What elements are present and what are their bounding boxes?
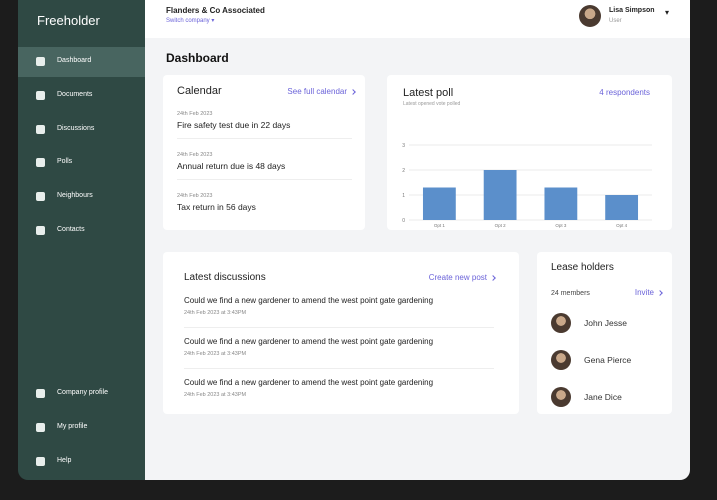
nav-icon[interactable] — [36, 423, 45, 432]
y-tick-label: 1 — [402, 193, 405, 199]
x-tick-label: Opt 1 — [434, 223, 446, 228]
event-date: 24th Feb 2023 — [177, 152, 213, 158]
nav-icon[interactable] — [36, 90, 45, 100]
post-title[interactable]: Could we find a new gardener to amend th… — [184, 296, 434, 305]
user-role: User — [609, 18, 622, 24]
discussions-card: Latest discussions Create new post Could… — [163, 252, 519, 414]
member-name[interactable]: Jane Dice — [584, 392, 622, 402]
member-name[interactable]: John Jesse — [584, 318, 627, 328]
nav-icon[interactable] — [36, 226, 45, 235]
poll-card: Latest poll Latest opened vote polled 4 … — [387, 75, 672, 230]
calendar-title: Calendar — [177, 85, 222, 97]
nav-item[interactable]: Discussions — [57, 124, 95, 132]
member-count: 24 members — [551, 290, 590, 297]
post-title[interactable]: Could we find a new gardener to amend th… — [184, 378, 434, 387]
calendar-link[interactable]: See full calendar — [287, 87, 356, 96]
bar — [422, 187, 456, 220]
bar — [544, 187, 578, 220]
page-title: Dashboard — [166, 51, 229, 65]
discussions-title: Latest discussions — [184, 272, 266, 283]
poll-link[interactable]: 4 respondents — [599, 88, 650, 97]
y-tick-label: 3 — [402, 143, 405, 149]
invite-link-text[interactable]: Invite — [634, 288, 654, 297]
bar — [483, 170, 517, 220]
x-tick-label: Opt 2 — [495, 223, 507, 228]
user-menu-caret[interactable]: ▾ — [665, 8, 670, 17]
divider — [177, 138, 352, 139]
x-tick-label: Opt 3 — [555, 223, 567, 228]
member-avatar[interactable] — [551, 387, 571, 407]
invite-link[interactable]: Invite — [634, 288, 663, 297]
company-name: Flanders & Co Associated — [166, 6, 265, 15]
discussions-link-text[interactable]: Create new post — [428, 273, 487, 282]
nav-item[interactable]: Documents — [57, 90, 93, 98]
event-text[interactable]: Tax return in 56 days — [177, 202, 256, 212]
brand: Freeholder — [37, 13, 100, 28]
post-title[interactable]: Could we find a new gardener to amend th… — [184, 337, 434, 346]
event-date: 24th Feb 2023 — [177, 111, 213, 117]
nav-item[interactable]: Polls — [57, 158, 73, 166]
x-tick-label: Opt 4 — [616, 223, 628, 228]
y-tick-label: 0 — [402, 218, 405, 224]
member-name[interactable]: Gena Pierce — [584, 355, 632, 365]
event-text[interactable]: Fire safety test due in 22 days — [177, 120, 291, 130]
calendar-card: Calendar See full calendar 24th Feb 2023… — [163, 75, 365, 230]
user-avatar[interactable] — [579, 5, 601, 27]
user-name[interactable]: Lisa Simpson — [609, 7, 655, 14]
nav-icon[interactable] — [36, 389, 45, 398]
y-tick-label: 2 — [402, 168, 405, 174]
poll-subtitle: Latest opened vote polled — [403, 101, 461, 107]
poll-title: Latest poll — [403, 87, 454, 99]
member-avatar[interactable] — [551, 313, 571, 333]
nav-icon[interactable] — [36, 192, 45, 202]
switch-company[interactable]: Switch company ▾ — [166, 18, 215, 24]
nav-item[interactable]: Dashboard — [57, 57, 92, 64]
post-date: 24th Feb 2023 at 3:43PM — [184, 351, 247, 357]
event-date: 24th Feb 2023 — [177, 193, 213, 199]
divider — [184, 368, 494, 369]
lease-card: Lease holders 24 members Invite John Jes… — [537, 252, 672, 414]
sidebar — [18, 0, 145, 480]
nav-icon[interactable] — [36, 57, 45, 66]
nav-item[interactable]: Help — [57, 457, 72, 464]
switch-company-text[interactable]: Switch company — [166, 18, 210, 24]
nav-item[interactable]: Contacts — [57, 226, 85, 233]
nav-icon[interactable] — [36, 457, 45, 466]
post-date: 24th Feb 2023 at 3:43PM — [184, 392, 247, 398]
divider — [184, 327, 494, 328]
nav-icon[interactable] — [36, 158, 45, 168]
lease-title: Lease holders — [551, 262, 614, 273]
nav-icon[interactable] — [36, 124, 45, 134]
bar — [605, 195, 639, 220]
nav-item[interactable]: Company profile — [57, 389, 108, 396]
post-date: 24th Feb 2023 at 3:43PM — [184, 310, 247, 316]
calendar-link-text[interactable]: See full calendar — [287, 87, 347, 96]
event-text[interactable]: Annual return due is 48 days — [177, 161, 286, 171]
divider — [177, 179, 352, 180]
discussions-link[interactable]: Create new post — [428, 273, 496, 282]
member-avatar[interactable] — [551, 350, 571, 370]
poll-chart: 0 1 2 3 Opt 1 Opt 2 Opt 3 Opt 4 — [402, 143, 652, 228]
nav-item[interactable]: My profile — [57, 423, 88, 430]
nav-item[interactable]: Neighbours — [57, 192, 93, 200]
